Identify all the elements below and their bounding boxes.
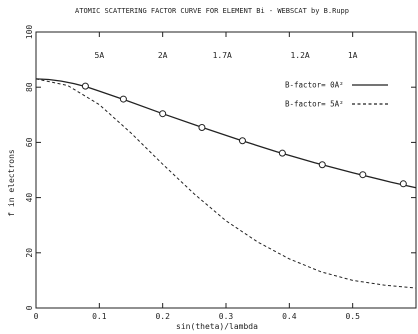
- data-point-marker: [119, 95, 127, 103]
- resolution-label: 1.7A: [213, 51, 232, 60]
- y-tick-label: 100: [25, 25, 34, 40]
- y-axis-ticks: 0 20 40 60 80 100: [25, 25, 416, 310]
- data-point-marker: [278, 149, 286, 157]
- data-point-marker: [198, 123, 206, 131]
- data-point-marker: [318, 161, 326, 169]
- legend-label: B-factor= 5A²: [285, 100, 344, 109]
- resolution-label: 2A: [158, 51, 168, 60]
- x-tick-label: 0.3: [219, 312, 234, 321]
- data-point-marker: [81, 82, 89, 90]
- y-tick-label: 20: [25, 248, 34, 258]
- x-tick-label: 0.5: [345, 312, 360, 321]
- y-tick-label: 0: [25, 305, 34, 310]
- resolution-labels: 5A 2A 1.7A 1.2A 1A: [95, 51, 358, 60]
- x-tick-label: 0: [34, 312, 39, 321]
- resolution-label: 1.2A: [290, 51, 309, 60]
- data-point-marker: [238, 137, 246, 145]
- x-tick-label: 0.1: [92, 312, 107, 321]
- resolution-label: 5A: [95, 51, 105, 60]
- data-point-marker: [159, 110, 167, 118]
- data-point-marker: [399, 180, 407, 188]
- legend-label: B-factor= 0A²: [285, 81, 344, 90]
- series-lines: [35, 78, 417, 289]
- x-axis-ticks: 0 0.1 0.2 0.3 0.4 0.5: [34, 32, 360, 321]
- y-tick-label: 40: [25, 193, 34, 203]
- series-line-b5: [35, 78, 417, 289]
- series-line-b0: [35, 78, 417, 189]
- y-axis-label: f in electrons: [7, 149, 16, 217]
- data-markers: [81, 82, 407, 188]
- resolution-label: 1A: [348, 51, 358, 60]
- chart-title: ATOMIC SCATTERING FACTOR CURVE FOR ELEME…: [75, 7, 349, 15]
- y-tick-label: 80: [25, 82, 34, 92]
- plot-frame: [35, 31, 417, 309]
- x-axis-label: sin(theta)/lambda: [176, 322, 258, 331]
- x-tick-label: 0.2: [155, 312, 170, 321]
- x-tick-label: 0.4: [282, 312, 297, 321]
- y-tick-label: 60: [25, 137, 34, 147]
- legend: B-factor= 0A² B-factor= 5A²: [285, 81, 388, 109]
- data-point-marker: [359, 171, 367, 179]
